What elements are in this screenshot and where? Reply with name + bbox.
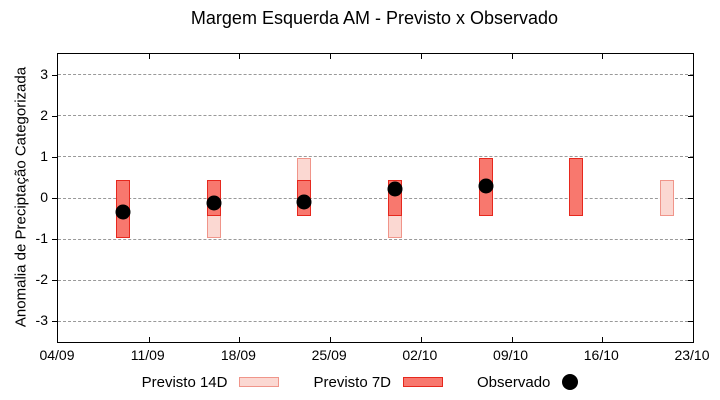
y-tick-mark-left bbox=[52, 74, 58, 76]
plot-area bbox=[52, 53, 694, 343]
legend: Previsto 14D Previsto 7D Observado bbox=[0, 371, 720, 393]
gridline-y--2 bbox=[58, 279, 693, 281]
x-tick-mark-top bbox=[420, 54, 422, 59]
legend-swatch-previsto-14d bbox=[239, 377, 280, 387]
x-tick-mark-top bbox=[239, 54, 241, 59]
legend-item-previsto-7d: Previsto 7D bbox=[313, 373, 444, 391]
previsto-7d-bar bbox=[569, 158, 584, 216]
observado-dot bbox=[206, 195, 221, 211]
observado-dot bbox=[478, 178, 494, 194]
y-tick-mark-right bbox=[688, 321, 693, 323]
x-tick-mark-bottom bbox=[420, 337, 422, 342]
legend-label-previsto-7d: Previsto 7D bbox=[313, 373, 392, 391]
x-tick-label: 02/10 bbox=[402, 347, 438, 363]
legend-item-observado: Observado bbox=[477, 373, 579, 391]
y-tick-mark-left bbox=[52, 156, 58, 158]
legend-label-previsto-14d: Previsto 14D bbox=[141, 373, 228, 391]
x-tick-mark-top bbox=[330, 54, 332, 59]
y-tick-mark-right bbox=[688, 115, 693, 117]
y-tick-label: 3 bbox=[40, 65, 48, 82]
x-tick-mark-bottom bbox=[511, 337, 513, 342]
x-tick-mark-bottom bbox=[330, 337, 332, 342]
x-tick-mark-top bbox=[602, 54, 604, 59]
x-tick-mark-bottom bbox=[239, 337, 241, 342]
y-tick-mark-right bbox=[688, 239, 693, 241]
observado-dot bbox=[296, 194, 312, 210]
x-tick-mark-bottom bbox=[602, 337, 604, 342]
x-tick-label: 25/09 bbox=[311, 347, 347, 363]
x-tick-label: 11/09 bbox=[130, 347, 165, 363]
legend-dot-observado bbox=[562, 374, 579, 390]
legend-swatch-previsto-7d bbox=[403, 377, 444, 387]
legend-label-observado: Observado bbox=[477, 373, 551, 391]
gridline-y-2 bbox=[58, 115, 693, 117]
y-tick-mark-right bbox=[688, 156, 693, 158]
x-tick-label: 23/10 bbox=[674, 347, 710, 363]
x-tick-mark-top bbox=[511, 54, 513, 59]
gridline-y-0 bbox=[58, 197, 693, 199]
y-tick-label: 1 bbox=[40, 147, 48, 164]
gridline-y-1 bbox=[58, 156, 693, 158]
y-tick-label: -3 bbox=[35, 312, 48, 329]
y-tick-mark-left bbox=[52, 198, 58, 199]
gridline-y--1 bbox=[58, 238, 693, 240]
y-tick-mark-left bbox=[52, 321, 58, 323]
gridline-y-3 bbox=[58, 74, 693, 76]
chart-title: Margem Esquerda AM - Previsto x Observad… bbox=[190, 8, 559, 28]
x-tick-mark-top bbox=[148, 54, 150, 59]
observado-dot bbox=[387, 181, 403, 197]
y-tick-label: -2 bbox=[35, 271, 48, 288]
y-tick-label: -1 bbox=[35, 230, 48, 247]
y-tick-mark-right bbox=[688, 74, 693, 76]
legend-item-previsto-14d: Previsto 14D bbox=[142, 374, 280, 391]
previsto-14d-bar bbox=[660, 180, 675, 216]
x-tick-label: 18/09 bbox=[220, 347, 256, 363]
y-tick-mark-right bbox=[688, 198, 693, 199]
y-tick-mark-left bbox=[52, 280, 58, 282]
y-tick-mark-right bbox=[688, 280, 693, 282]
x-tick-mark-bottom bbox=[148, 337, 150, 342]
y-tick-mark-left bbox=[52, 239, 58, 241]
x-tick-label: 09/10 bbox=[493, 347, 529, 363]
gridline-y--3 bbox=[58, 320, 693, 322]
x-tick-label: 16/10 bbox=[583, 347, 619, 363]
observado-dot bbox=[115, 204, 131, 220]
y-tick-label: 2 bbox=[40, 106, 48, 123]
y-tick-label: 0 bbox=[40, 189, 48, 205]
y-tick-mark-left bbox=[52, 115, 58, 117]
x-tick-label: 04/09 bbox=[39, 347, 75, 363]
